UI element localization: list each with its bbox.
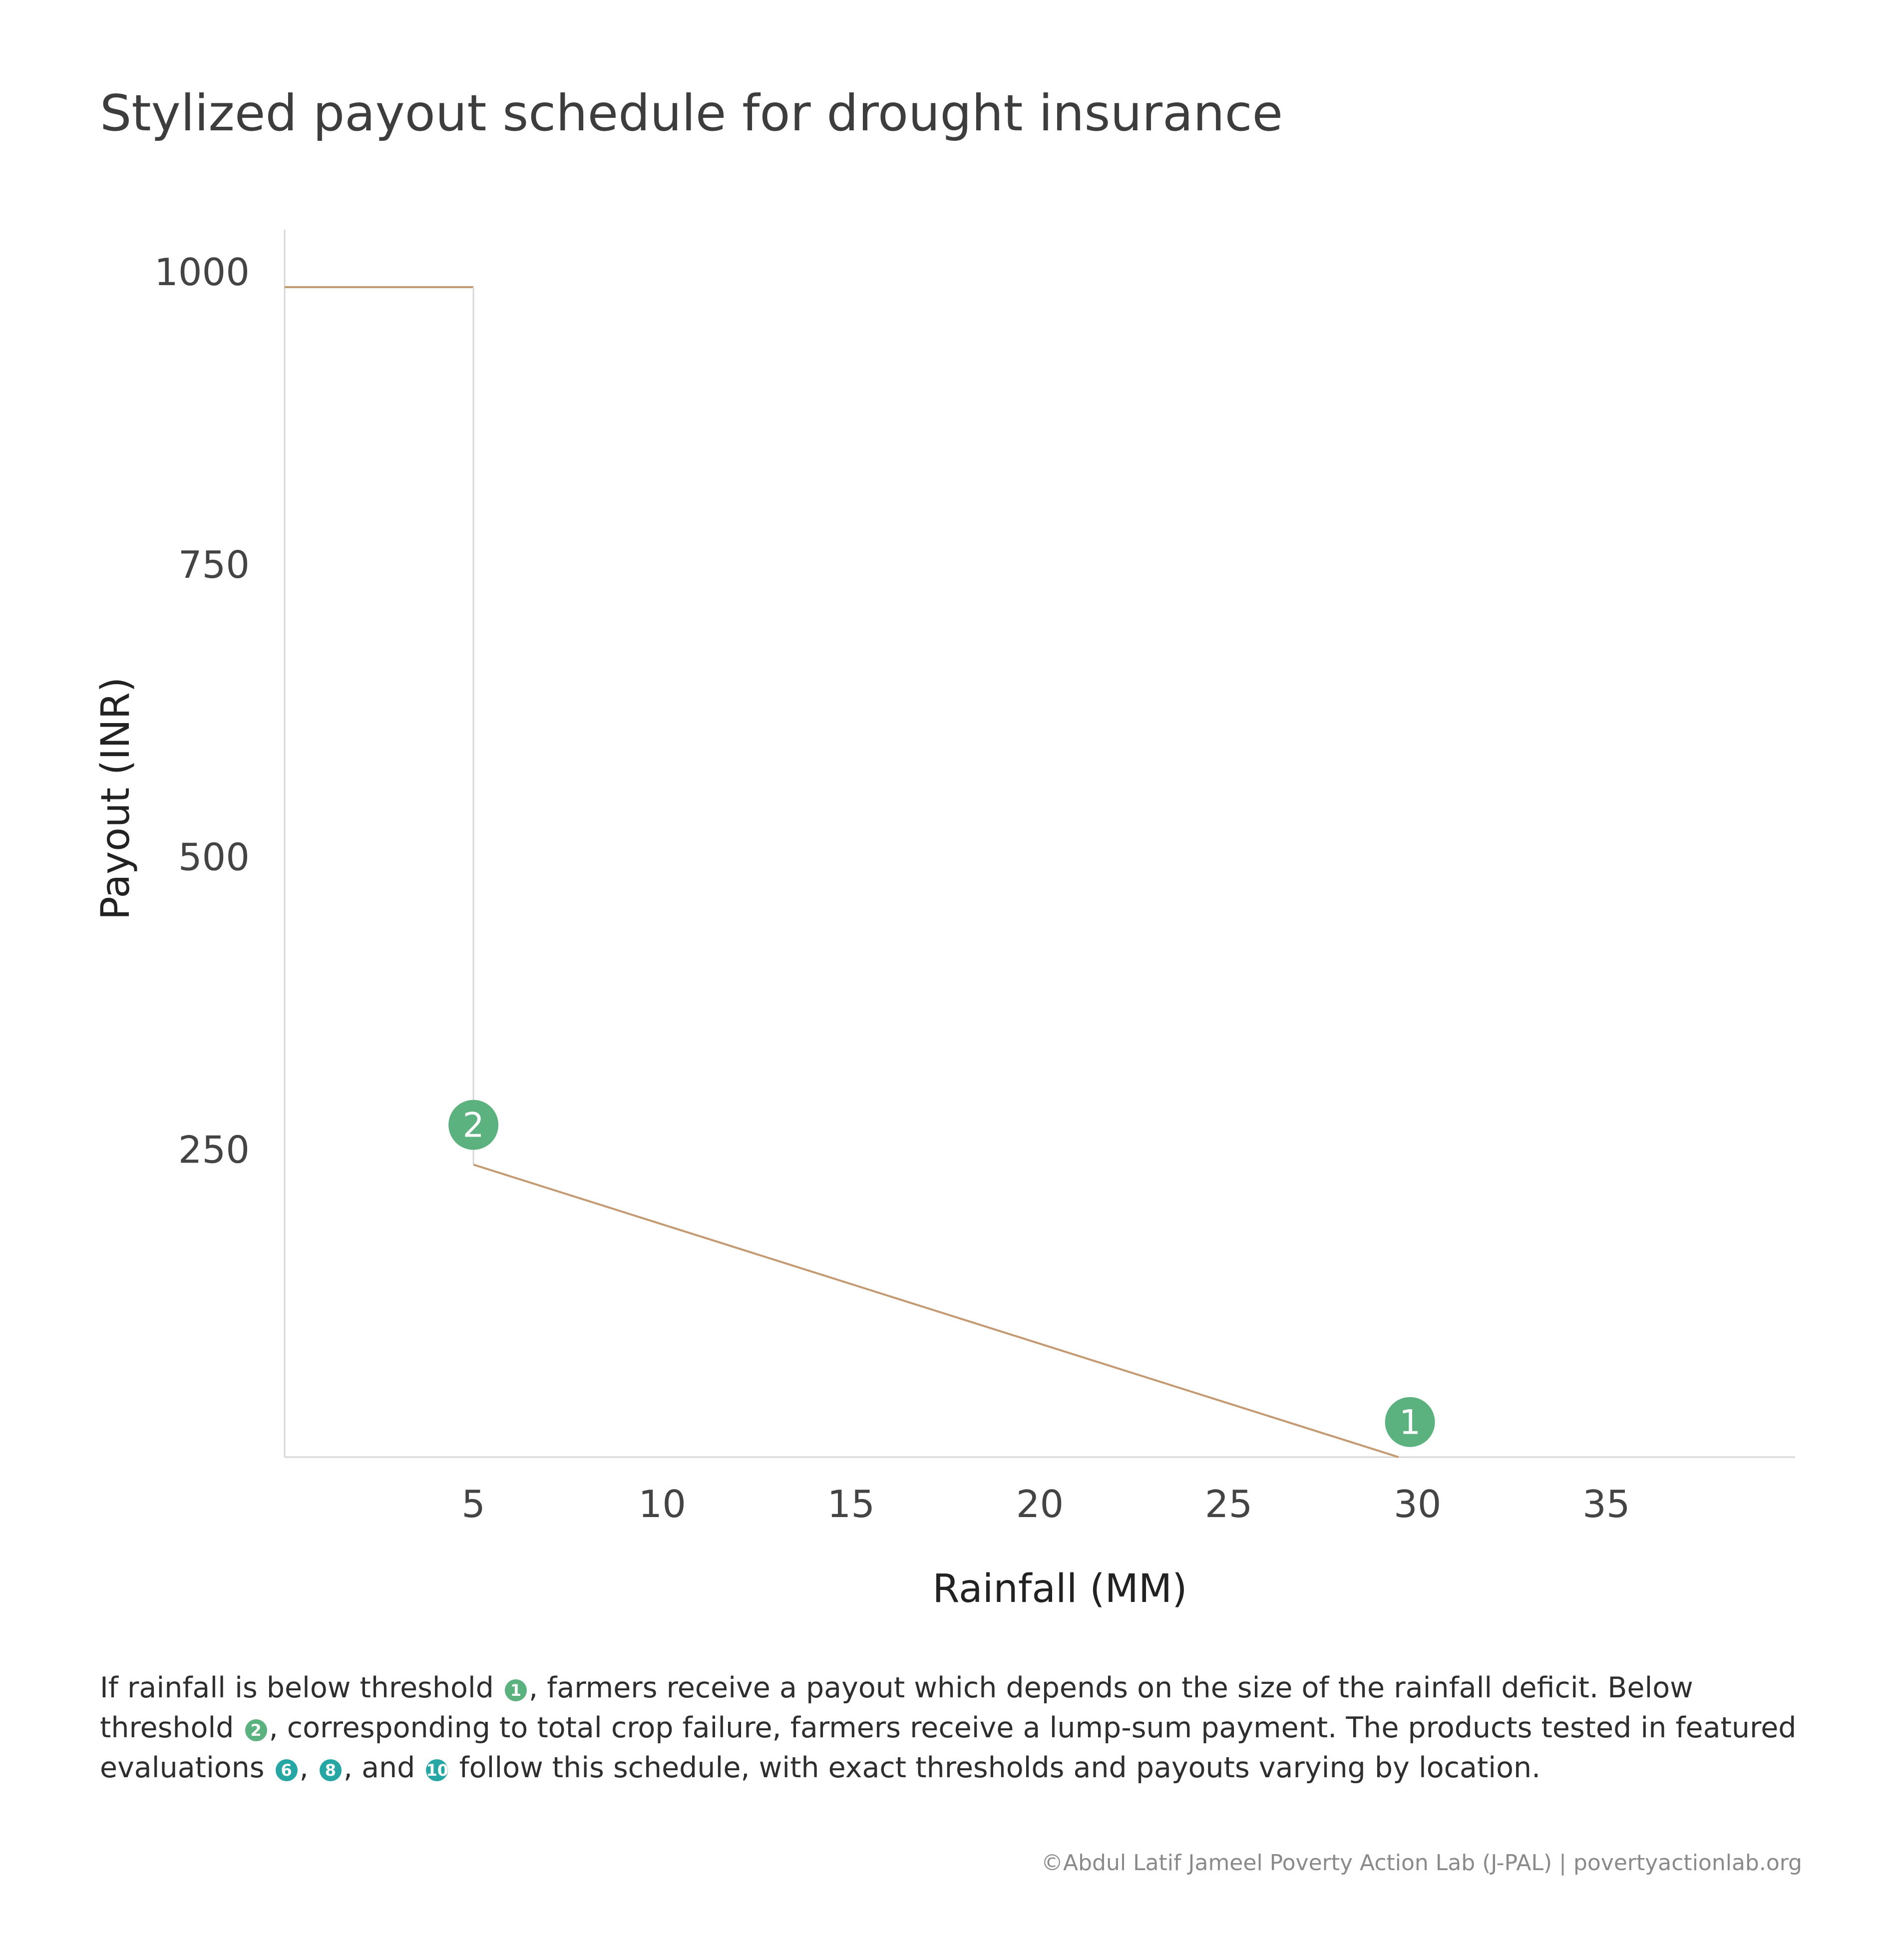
caption: If rainfall is below threshold 1, farmer…	[100, 1668, 1808, 1788]
series-0-segment-2	[473, 1164, 1399, 1458]
threshold-marker-2-label: 2	[462, 1106, 484, 1146]
x-tick-label-30: 30	[1394, 1482, 1441, 1526]
tick-labels: 5 10 15 20 25 30 35 250 500 750 1000	[154, 250, 1630, 1526]
caption-part-5: , and	[343, 1751, 424, 1784]
evaluation-8-badge-icon: 8	[319, 1759, 342, 1781]
threshold-1-badge-icon: 1	[505, 1679, 527, 1701]
y-tick-label-500: 500	[178, 835, 250, 879]
y-tick-label-250: 250	[178, 1128, 250, 1172]
threshold-marker-2-circle	[448, 1100, 499, 1150]
x-tick-label-20: 20	[1016, 1482, 1064, 1526]
threshold-2-badge-icon: 2	[245, 1719, 267, 1741]
evaluation-6-badge-icon: 6	[275, 1759, 298, 1781]
threshold-marker-2: 2	[448, 1100, 499, 1150]
chart-title: Stylized payout schedule for drought ins…	[100, 84, 1283, 142]
threshold-marker-1-circle	[1385, 1397, 1435, 1447]
caption-part-3: , corresponding to total crop failure, f…	[100, 1711, 1797, 1784]
caption-text: If rainfall is below threshold 1, farmer…	[100, 1668, 1808, 1788]
footer-credit: ©Abdul Latif Jameel Poverty Action Lab (…	[1041, 1850, 1802, 1876]
caption-part-2: , farmers receive a payout which depends…	[100, 1671, 1693, 1744]
caption-part-1: If rainfall is below threshold	[100, 1671, 503, 1704]
x-tick-label-25: 25	[1205, 1482, 1252, 1526]
axes	[284, 230, 1795, 1458]
x-tick-label-5: 5	[461, 1482, 485, 1526]
x-axis-title: Rainfall (MM)	[932, 1567, 1187, 1611]
x-tick-label-35: 35	[1582, 1482, 1630, 1526]
threshold-markers: 12	[448, 1100, 1435, 1447]
caption-part-6: follow this schedule, with exact thresho…	[450, 1751, 1541, 1784]
y-axis-title: Payout (INR)	[93, 677, 138, 920]
threshold-marker-1: 1	[1385, 1397, 1435, 1447]
evaluation-10-badge-icon: 10	[426, 1759, 448, 1781]
threshold-marker-1-label: 1	[1399, 1403, 1421, 1443]
x-tick-label-10: 10	[639, 1482, 686, 1526]
x-tick-label-15: 15	[827, 1482, 875, 1526]
y-tick-label-1000: 1000	[154, 250, 250, 294]
y-tick-label-750: 750	[178, 543, 250, 587]
series-layer	[285, 286, 1399, 1458]
caption-part-4: ,	[299, 1751, 318, 1784]
